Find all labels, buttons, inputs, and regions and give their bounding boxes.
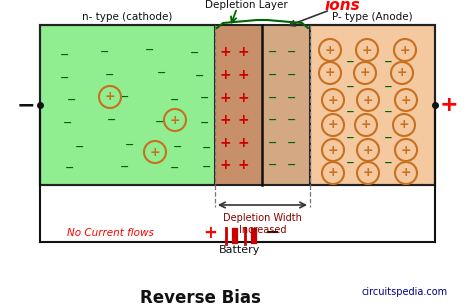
Text: −: − xyxy=(287,138,297,148)
Text: circuitspedia.com: circuitspedia.com xyxy=(362,287,448,297)
Text: −: − xyxy=(146,45,155,55)
Bar xyxy=(215,25,262,185)
Text: Depletion Layer: Depletion Layer xyxy=(205,0,287,10)
Text: P- type (Anode): P- type (Anode) xyxy=(332,12,413,22)
Text: −: − xyxy=(287,115,297,125)
Text: −: − xyxy=(383,57,392,67)
Text: −: − xyxy=(268,70,278,80)
Text: n- type (cathode): n- type (cathode) xyxy=(82,12,173,22)
Text: −: − xyxy=(383,82,392,92)
Text: −: − xyxy=(60,73,70,83)
Text: +: + xyxy=(361,119,371,132)
Text: +: + xyxy=(105,91,115,103)
Text: −: − xyxy=(120,92,130,102)
Text: −: − xyxy=(125,140,135,150)
Text: −: − xyxy=(17,95,35,115)
Text: +: + xyxy=(237,68,249,82)
Text: −: − xyxy=(383,158,392,168)
Text: +: + xyxy=(237,91,249,105)
Text: +: + xyxy=(397,67,407,79)
Text: Depletion Width
Increased: Depletion Width Increased xyxy=(223,213,302,235)
Text: −: − xyxy=(202,143,212,153)
Text: +: + xyxy=(401,167,411,180)
Bar xyxy=(262,25,310,185)
Text: +: + xyxy=(237,113,249,127)
Text: −: − xyxy=(67,95,77,105)
Text: −: − xyxy=(195,71,205,81)
Text: +: + xyxy=(363,167,374,180)
Text: −: − xyxy=(191,48,200,58)
Text: −: − xyxy=(170,95,180,105)
Text: −: − xyxy=(268,138,278,148)
Text: +: + xyxy=(237,45,249,59)
Text: −: − xyxy=(75,142,85,152)
Text: −: − xyxy=(346,107,355,117)
Text: +: + xyxy=(363,94,374,107)
Text: +: + xyxy=(363,144,374,156)
Text: +: + xyxy=(362,43,372,56)
Text: +: + xyxy=(401,94,411,107)
Text: No Current flows: No Current flows xyxy=(66,228,154,238)
Text: −: − xyxy=(268,93,278,103)
Text: +: + xyxy=(400,43,410,56)
Text: Battery: Battery xyxy=(219,245,261,255)
Text: −: − xyxy=(157,68,167,78)
Text: −: − xyxy=(173,142,182,152)
Text: Reverse Bias: Reverse Bias xyxy=(139,289,260,307)
Text: −: − xyxy=(107,115,117,125)
Text: −: − xyxy=(383,107,392,117)
Text: +: + xyxy=(150,145,160,159)
Text: −: − xyxy=(346,82,355,92)
Text: +: + xyxy=(219,68,231,82)
Text: −: − xyxy=(60,50,70,60)
Text: −: − xyxy=(120,162,130,172)
Text: +: + xyxy=(360,67,370,79)
Text: −: − xyxy=(268,47,278,57)
Bar xyxy=(310,25,435,185)
Text: +: + xyxy=(219,158,231,172)
Bar xyxy=(40,25,215,185)
Text: −: − xyxy=(287,93,297,103)
Text: +: + xyxy=(170,114,180,127)
Text: +: + xyxy=(219,136,231,150)
Text: +: + xyxy=(325,43,335,56)
Text: −: − xyxy=(268,160,278,170)
Text: −: − xyxy=(264,224,280,242)
Text: −: − xyxy=(170,163,180,173)
Text: −: − xyxy=(346,133,355,143)
Text: −: − xyxy=(65,163,75,173)
Text: +: + xyxy=(237,158,249,172)
Text: +: + xyxy=(440,95,458,115)
Text: −: − xyxy=(202,162,212,172)
Text: +: + xyxy=(401,144,411,156)
Text: −: − xyxy=(201,118,210,128)
Text: +: + xyxy=(328,119,338,132)
Text: −: − xyxy=(268,115,278,125)
Text: −: − xyxy=(346,158,355,168)
Text: −: − xyxy=(383,133,392,143)
Text: +: + xyxy=(237,136,249,150)
Text: −: − xyxy=(64,118,73,128)
Text: −: − xyxy=(155,117,164,127)
Text: ions: ions xyxy=(324,0,360,13)
Text: −: − xyxy=(105,70,115,80)
Text: −: − xyxy=(287,47,297,57)
Text: −: − xyxy=(201,93,210,103)
Text: +: + xyxy=(328,167,338,180)
Text: −: − xyxy=(287,70,297,80)
Text: +: + xyxy=(325,67,335,79)
Text: +: + xyxy=(219,91,231,105)
Bar xyxy=(40,25,435,185)
Text: +: + xyxy=(219,113,231,127)
Text: +: + xyxy=(219,45,231,59)
Text: −: − xyxy=(100,47,109,57)
Text: +: + xyxy=(399,119,410,132)
Text: −: − xyxy=(287,160,297,170)
Text: −: − xyxy=(346,57,355,67)
Text: +: + xyxy=(328,144,338,156)
Text: +: + xyxy=(203,224,217,242)
Text: +: + xyxy=(328,94,338,107)
